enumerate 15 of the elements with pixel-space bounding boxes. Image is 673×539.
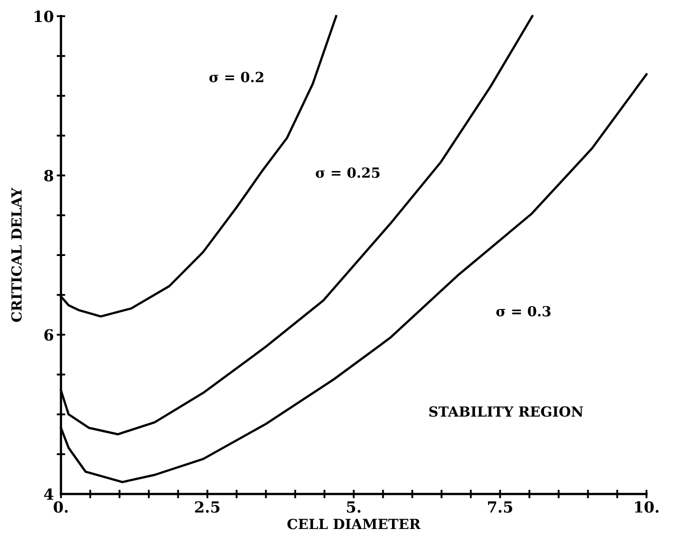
x-tick-label: 10. [635, 501, 659, 513]
y-tick-label: 10 [34, 10, 54, 22]
annotation: σ = 0.2 [209, 72, 264, 82]
annotation: σ = 0.3 [496, 306, 550, 316]
x-tick-label: 2.5 [195, 501, 220, 513]
x-tick-label: 7.5 [488, 501, 512, 513]
annotation: σ = 0.25 [316, 167, 380, 178]
y-tick-label: 4 [44, 488, 54, 500]
x-tick-label: 5. [347, 501, 360, 513]
x-axis-title: CELL DIAMETER [287, 518, 421, 530]
y-tick-label: 6 [44, 329, 54, 341]
x-tick-label: 0. [54, 501, 68, 513]
y-tick-label: 8 [44, 170, 54, 182]
annotation: STABILITY REGION [429, 406, 584, 417]
y-axis-title: CRITICAL DELAY [11, 188, 22, 322]
